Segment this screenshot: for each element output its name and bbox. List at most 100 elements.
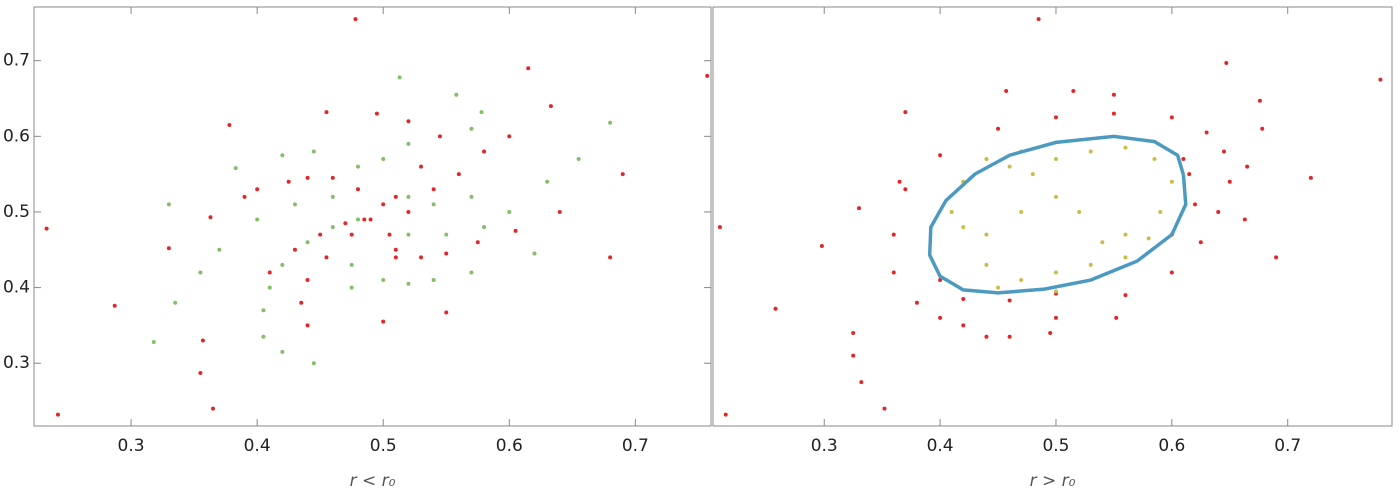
point	[381, 278, 386, 283]
point	[1123, 293, 1128, 298]
point	[444, 310, 449, 315]
point	[620, 172, 625, 177]
point	[819, 243, 824, 248]
point	[1274, 255, 1279, 260]
point	[1053, 289, 1058, 294]
point	[1007, 298, 1012, 303]
point	[1053, 315, 1058, 320]
point	[897, 179, 902, 184]
point	[1100, 240, 1105, 245]
point	[856, 206, 861, 211]
point	[1077, 209, 1082, 214]
point	[1152, 157, 1157, 162]
y-tick-label: 0.6	[3, 126, 30, 146]
point	[406, 141, 411, 146]
point	[318, 232, 323, 237]
point	[938, 153, 943, 158]
y-tick-label: 0.7	[3, 51, 30, 71]
point	[984, 334, 989, 339]
point	[198, 270, 203, 275]
point	[1019, 278, 1024, 283]
y-tick-label: 0.4	[3, 278, 30, 298]
point	[507, 134, 512, 139]
point	[482, 149, 487, 154]
plot-frame	[33, 6, 712, 427]
point	[1053, 157, 1058, 162]
point	[444, 251, 449, 256]
point	[330, 175, 335, 180]
point	[608, 120, 613, 125]
point	[330, 225, 335, 230]
point	[44, 226, 49, 231]
point	[1227, 179, 1232, 184]
point	[717, 225, 722, 230]
point	[996, 126, 1001, 131]
point	[286, 179, 291, 184]
x-tick-label: 0.4	[927, 436, 954, 456]
point	[984, 157, 989, 162]
point	[343, 221, 348, 226]
point	[1007, 334, 1012, 339]
point	[1193, 202, 1198, 207]
point	[406, 209, 411, 214]
point	[419, 164, 424, 169]
x-axis-label: r < r₀	[350, 471, 396, 491]
point	[381, 319, 386, 324]
point	[393, 247, 398, 252]
x-tick-label: 0.3	[118, 436, 145, 456]
point	[545, 179, 550, 184]
point	[393, 255, 398, 260]
point	[406, 281, 411, 286]
point	[984, 232, 989, 237]
point	[267, 285, 272, 290]
point	[996, 285, 1001, 290]
point	[1111, 92, 1116, 97]
point	[356, 164, 361, 169]
point	[166, 202, 171, 207]
point	[305, 240, 310, 245]
point	[1245, 164, 1250, 169]
point	[1221, 149, 1226, 154]
point	[393, 194, 398, 199]
point	[437, 134, 442, 139]
point	[984, 262, 989, 267]
x-tick-label: 0.4	[244, 436, 271, 456]
point	[1224, 60, 1229, 65]
point	[938, 278, 943, 283]
point	[406, 232, 411, 237]
point	[469, 270, 474, 275]
point	[1019, 209, 1024, 214]
point	[903, 110, 908, 115]
point	[305, 323, 310, 328]
point	[1181, 157, 1186, 162]
point	[532, 251, 537, 256]
point	[475, 240, 480, 245]
x-tick-label: 0.5	[370, 436, 397, 456]
point	[166, 246, 171, 251]
point	[1257, 98, 1262, 103]
point	[526, 66, 531, 71]
point	[961, 296, 966, 301]
point	[311, 149, 316, 154]
point	[406, 194, 411, 199]
point	[217, 247, 222, 252]
point	[267, 270, 272, 275]
point	[1114, 315, 1119, 320]
point	[1123, 145, 1128, 150]
point	[1036, 17, 1041, 22]
point	[773, 306, 778, 311]
point	[381, 157, 386, 162]
point	[305, 175, 310, 180]
point	[1198, 240, 1203, 245]
point	[851, 353, 856, 358]
x-tick-label: 0.3	[811, 436, 838, 456]
point	[305, 278, 310, 283]
point	[227, 122, 232, 127]
point	[112, 303, 117, 308]
point	[1260, 126, 1265, 131]
point	[255, 187, 260, 192]
point	[1053, 270, 1058, 275]
point	[1030, 172, 1035, 177]
point	[444, 232, 449, 237]
